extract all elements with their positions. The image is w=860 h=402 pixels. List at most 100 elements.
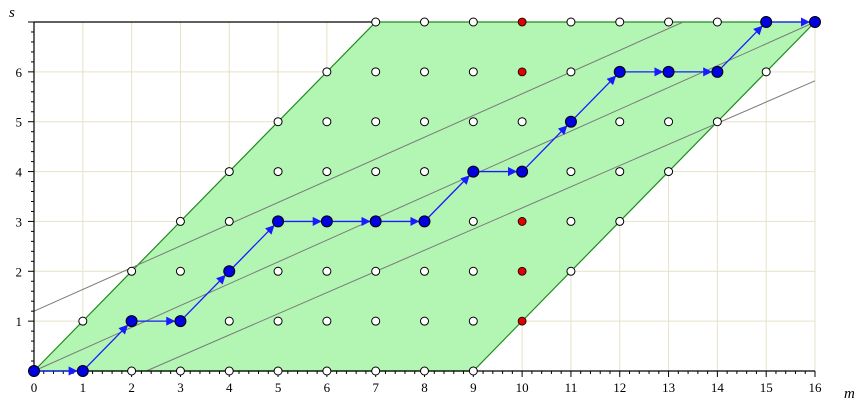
lattice-point [664,117,674,127]
lattice-point [420,266,429,276]
lattice-point [273,117,283,127]
path-point [223,265,236,278]
lattice-point [127,366,137,376]
y-axis-label: s [9,5,15,21]
reference-line [33,21,816,372]
lattice-point [468,17,478,27]
path-point [320,215,333,228]
lattice-point [371,366,381,376]
lattice-point [468,366,478,376]
lattice-point [273,167,283,177]
x-tick-label: 9 [470,380,477,395]
lattice-point [664,17,674,27]
lattice-points [28,16,821,377]
lattice-point [224,316,234,326]
path-point [760,16,773,28]
path-segment [525,125,568,168]
x-tick-label: 13 [662,380,675,395]
lattice-point [712,117,722,127]
path-segment [574,75,617,118]
x-tick-label: 6 [324,380,331,395]
lattice-point [371,167,381,177]
lattice-point [566,266,576,276]
lattice-point [420,17,429,27]
path-segment [86,324,129,368]
path-point [272,215,285,228]
path-point [662,65,675,78]
path-point [369,215,382,228]
lattice-point [420,167,429,177]
lattice-point [371,266,381,276]
x-tick-label: 4 [226,380,233,395]
lattice-point [615,216,625,226]
lattice-point [420,316,429,326]
path-point [174,315,187,328]
path-point [418,215,431,228]
y-tick-label: 2 [16,264,23,279]
path-segment [184,274,226,318]
red-point [517,316,527,326]
lattice-point [322,266,332,276]
lattice-point [322,167,332,177]
path-segment [232,225,275,268]
lattice-point [615,167,625,177]
path-point [564,115,577,128]
lattice-point [371,316,381,326]
path-point [467,165,480,178]
x-tick-label: 12 [613,380,626,395]
lattice-point [224,167,234,177]
lattice-point [371,117,381,127]
lattice-point [468,67,478,77]
lattice-point [78,316,88,326]
lattice-point [761,67,771,77]
x-tick-label: 15 [760,380,773,395]
lattice-point [322,67,332,77]
reference-line [146,80,816,372]
red-point [517,266,527,276]
lattice-point [664,167,674,177]
y-tick-label: 1 [16,314,23,329]
lattice-point [517,117,527,127]
x-tick-label: 5 [275,380,282,395]
x-tick-label: 0 [31,380,38,395]
y-tick-label: 3 [16,214,23,229]
path-point [76,365,89,377]
lattice-point [175,216,185,226]
lattice-point [224,216,234,226]
lattice-point [615,117,625,127]
lattice-point [371,17,381,27]
path-segment [428,175,470,218]
y-tick-label: 6 [16,65,23,80]
path-segment [721,25,763,69]
y-tick-label: 4 [16,165,23,180]
lattice-point [712,17,722,27]
lattice-point [566,167,576,177]
lattice-path [40,17,810,376]
lattice-point [273,316,283,326]
lattice-point [127,266,137,276]
path-point [711,65,724,78]
path-point [613,65,626,78]
lattice-point [566,216,576,226]
lattice-point [468,117,478,127]
lattice-point [371,67,381,77]
lattice-point [468,266,478,276]
lattice-point [566,67,576,77]
lattice-point [420,67,429,77]
y-tick-label: 5 [16,115,23,130]
lattice-point [175,366,185,376]
lattice-point [322,366,332,376]
lattice-point [175,266,185,276]
path-point [516,165,529,178]
lattice-point [468,316,478,326]
red-point [517,17,527,27]
path-point [125,315,138,328]
lattice-point [615,17,625,27]
path-point [28,365,40,377]
path-point [809,16,821,28]
lattice-point [420,366,429,376]
x-tick-label: 3 [177,380,184,395]
lattice-point [468,216,478,226]
